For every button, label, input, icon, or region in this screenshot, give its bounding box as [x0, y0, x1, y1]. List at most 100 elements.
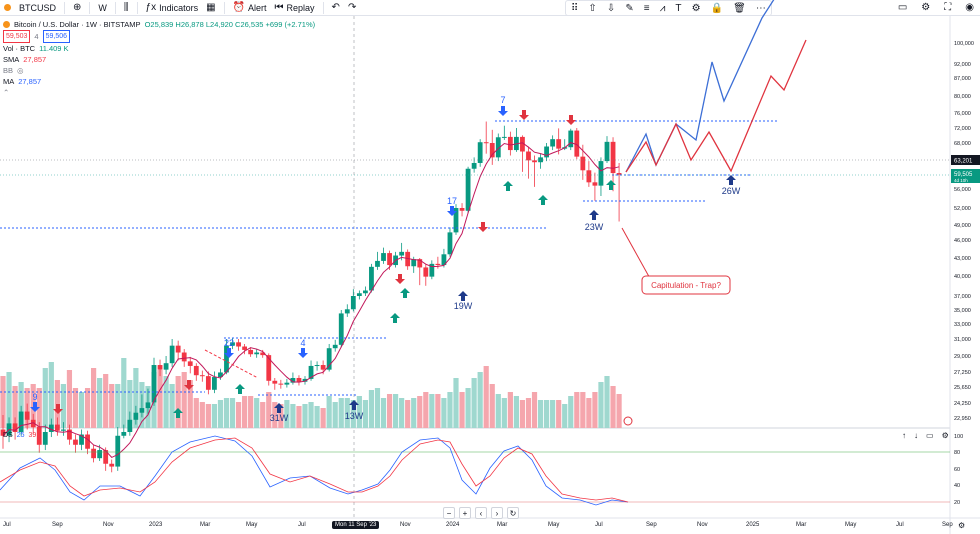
price-axis-label: 72,000	[954, 126, 971, 132]
candle-body	[121, 431, 127, 436]
volume-bar	[12, 386, 18, 428]
green-up-arrow-icon	[390, 313, 400, 323]
candle-body	[133, 412, 139, 420]
candle-body	[520, 136, 525, 152]
indicators-label: Indicators	[159, 2, 199, 13]
volume-bar	[248, 396, 254, 428]
candle-body	[139, 408, 145, 413]
volume-bar	[42, 368, 48, 428]
more-icon[interactable]: ⋯	[755, 2, 766, 14]
templates-icon[interactable]: ▦	[206, 2, 216, 13]
volume-bar	[320, 408, 326, 428]
ds-value-a: 25	[16, 432, 25, 439]
time-crosshair-label: Mon 11 Sep '23	[332, 521, 380, 529]
candle-body	[459, 208, 465, 211]
camera-icon[interactable]: ◉	[965, 2, 974, 13]
candle-body	[598, 161, 604, 186]
volume-bar	[78, 392, 85, 428]
layout-icon[interactable]: ▭	[897, 2, 908, 13]
volume-bar	[242, 396, 248, 428]
candle-body	[592, 182, 598, 186]
drag-handle-icon[interactable]: ⠿	[571, 2, 579, 14]
toolbar-divider	[322, 1, 324, 14]
compare-add-icon[interactable]: ⊕	[73, 2, 82, 13]
maximize-pane-icon[interactable]: ▭	[926, 431, 934, 440]
buy-price-button[interactable]: 59,506	[42, 30, 71, 43]
redo-icon[interactable]: ↷	[347, 2, 357, 13]
zoom-in-button[interactable]: +	[459, 507, 471, 519]
volume-bar	[36, 388, 42, 428]
arrow-down-marker-icon[interactable]: ⇩	[606, 2, 616, 14]
volume-bar	[429, 394, 435, 428]
price-axis-label: 27,250	[954, 370, 971, 376]
bullish-projection-path	[625, 0, 775, 173]
axis-settings-icon[interactable]: ⚙	[958, 521, 966, 530]
brush-icon[interactable]: ✎	[625, 2, 634, 14]
alarm-clock-icon: ⏰	[232, 2, 246, 13]
settings-gear-icon[interactable]: ⚙	[941, 431, 949, 440]
alert-button[interactable]: ⏰ Alert	[233, 2, 267, 13]
osc-axis-label: 40	[954, 483, 960, 489]
annotation-label: 19W	[454, 301, 473, 311]
candle-body	[332, 344, 338, 349]
scroll-right-button[interactable]: ›	[491, 507, 503, 519]
undo-icon[interactable]: ↶	[331, 2, 340, 13]
interval-button[interactable]: W	[98, 3, 107, 13]
candle-body	[36, 427, 42, 445]
replay-icon: ⏮	[274, 2, 284, 13]
volume-bar	[278, 404, 284, 428]
settings-icon[interactable]: ⚙	[691, 2, 701, 14]
candle-body	[67, 429, 72, 440]
candle-body	[320, 365, 326, 370]
time-axis-label: Mar	[497, 522, 508, 528]
volume-bar	[586, 398, 592, 428]
candle-body	[580, 156, 586, 171]
legend-ohlc: O25,839 H26,878 L24,920 C26,535 +699 (+2…	[144, 20, 316, 29]
move-up-icon[interactable]: ↑	[902, 431, 906, 440]
candle-body	[399, 251, 405, 256]
volume-bar	[24, 388, 30, 428]
candle-body	[79, 434, 84, 445]
volume-bar	[187, 380, 193, 428]
chart-style-icon[interactable]: ⫼	[123, 2, 129, 13]
current-price-tag	[951, 169, 980, 183]
volume-bar	[133, 368, 139, 428]
path-icon[interactable]: ⩘	[659, 2, 666, 14]
candle-body	[532, 160, 537, 163]
text-icon[interactable]: T	[675, 2, 682, 14]
volume-bar	[507, 392, 513, 428]
line-style-icon[interactable]: ≡	[643, 2, 650, 14]
price-axis-label: 22,950	[954, 416, 971, 422]
volume-label: Vol · BTC	[3, 44, 36, 53]
trash-icon[interactable]: 🗑	[733, 2, 746, 14]
volume-bar	[501, 398, 507, 428]
price-axis-label: 40,000	[954, 274, 971, 280]
bearish-projection-path	[625, 39, 807, 173]
scroll-left-button[interactable]: ‹	[475, 507, 487, 519]
annotation-label: 9	[32, 392, 37, 402]
volume-bar	[531, 392, 538, 428]
candle-body	[314, 365, 320, 367]
reset-chart-button[interactable]: ↻	[507, 507, 519, 519]
time-axis-label: Sep	[646, 522, 657, 528]
replay-button[interactable]: ⏮ Replay	[275, 2, 315, 13]
candle-body	[526, 151, 531, 161]
settings-gear-icon[interactable]: ⚙	[921, 2, 931, 13]
volume-bar	[181, 372, 187, 428]
candle-body	[212, 377, 217, 390]
zoom-out-button[interactable]: −	[443, 507, 455, 519]
move-down-icon[interactable]: ↓	[914, 431, 918, 440]
time-axis-label: May	[548, 522, 560, 528]
sell-price-button[interactable]: 59,503	[3, 30, 31, 43]
arrow-up-marker-icon[interactable]: ⇧	[588, 2, 597, 14]
time-axis-label: Nov	[697, 522, 708, 528]
collapse-chevron-icon[interactable]: ⌃	[3, 88, 10, 97]
symbol-search-button[interactable]: BTCUSD	[19, 3, 56, 13]
volume-bar	[199, 402, 205, 428]
candle-body	[417, 259, 423, 268]
volume-bar	[399, 398, 405, 428]
lock-icon[interactable]: 🔒	[710, 2, 724, 14]
indicators-button[interactable]: ƒx Indicators	[146, 2, 199, 13]
fullscreen-icon[interactable]: ⛶	[944, 2, 952, 13]
eye-hidden-icon[interactable]: ◎	[17, 66, 24, 75]
